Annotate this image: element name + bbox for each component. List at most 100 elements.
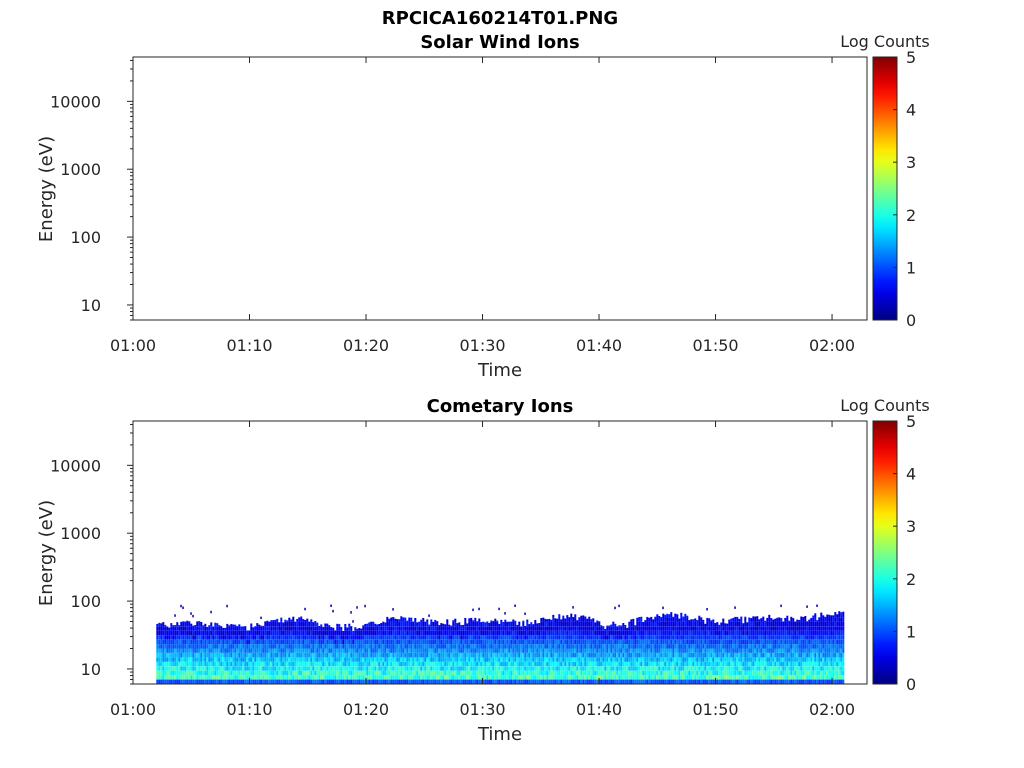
spectrogram-cell [198, 621, 201, 622]
spectrogram-cell [730, 621, 733, 627]
spectrogram-cell [794, 621, 797, 627]
spectrogram-cell [676, 614, 679, 618]
spectrogram-cell [686, 617, 689, 622]
spectrogram-cell [298, 630, 301, 636]
spectrogram-cell [190, 670, 193, 676]
spectrogram-cell [688, 661, 691, 667]
spectrogram-cell [540, 675, 543, 680]
spectrogram-cell [272, 666, 275, 671]
spectrogram-cell [412, 657, 415, 662]
spectrogram-cell [460, 625, 463, 627]
spectrogram-cell [300, 617, 303, 622]
spectrogram-cell [762, 679, 765, 684]
spectrogram-cell [704, 644, 707, 649]
spectrogram-cell [496, 630, 499, 636]
spectrogram-cell [582, 639, 585, 645]
spectrogram-cell [684, 679, 687, 684]
spectrogram-cell [790, 661, 793, 667]
spectrogram-cell [620, 630, 623, 636]
spectrogram-cell [286, 661, 289, 667]
spectrogram-cell [378, 644, 381, 649]
spectrogram-cell [646, 630, 649, 636]
spectrogram-cell [208, 653, 211, 658]
spectrogram-cell [750, 648, 753, 653]
spectrogram-cell [776, 644, 779, 649]
spectrogram-cell [586, 621, 589, 627]
spectrogram-cell [350, 630, 353, 636]
spectrogram-speck [504, 612, 506, 615]
spectrogram-cell [350, 626, 353, 631]
spectrogram-cell [570, 617, 573, 622]
spectrogram-cell [446, 630, 449, 636]
spectrogram-cell [488, 670, 491, 676]
spectrogram-cell [244, 639, 247, 645]
spectrogram-cell [726, 670, 729, 676]
spectrogram-cell [298, 648, 301, 653]
spectrogram-cell [444, 661, 447, 667]
spectrogram-cell [570, 679, 573, 684]
spectrogram-cell [714, 639, 717, 645]
spectrogram-cell [674, 621, 677, 627]
spectrogram-cell [666, 666, 669, 671]
spectrogram-cell [280, 657, 283, 662]
spectrogram-cell [574, 657, 577, 662]
spectrogram-cell [806, 621, 809, 627]
spectrogram-cell [718, 630, 721, 636]
spectrogram-cell [772, 630, 775, 636]
spectrogram-cell [246, 675, 249, 680]
spectrogram-cell [796, 626, 799, 631]
spectrogram-cell [774, 670, 777, 676]
spectrogram-cell [668, 626, 671, 631]
spectrogram-cell [776, 679, 779, 684]
spectrogram-cell [592, 657, 595, 662]
spectrogram-cell [696, 675, 699, 680]
spectrogram-cell [228, 626, 231, 631]
spectrogram-cell [788, 630, 791, 636]
spectrogram-cell [508, 635, 511, 640]
spectrogram-cell [438, 648, 441, 653]
spectrogram-speck [190, 612, 192, 615]
spectrogram-cell [660, 675, 663, 680]
spectrogram-cell [324, 653, 327, 658]
spectrogram-cell [514, 653, 517, 658]
spectrogram-cell [630, 621, 633, 627]
spectrogram-cell [186, 653, 189, 658]
spectrogram-cell [658, 639, 661, 645]
spectrogram-cell [762, 657, 765, 662]
spectrogram-cell [402, 635, 405, 640]
spectrogram-cell [686, 635, 689, 640]
spectrogram-cell [738, 626, 741, 631]
spectrogram-cell [370, 648, 373, 653]
spectrogram-cell [630, 670, 633, 676]
spectrogram-cell [412, 666, 415, 671]
spectrogram-cell [586, 653, 589, 658]
spectrogram-cell [254, 679, 257, 684]
spectrogram-cell [402, 679, 405, 684]
spectrogram-cell [650, 661, 653, 667]
spectrogram-cell [624, 648, 627, 653]
spectrogram-cell [336, 626, 339, 631]
spectrogram-cell [714, 657, 717, 662]
spectrogram-cell [364, 626, 367, 631]
spectrogram-cell [250, 639, 253, 645]
spectrogram-cell [608, 657, 611, 662]
spectrogram-cell [710, 666, 713, 671]
spectrogram-cell [776, 626, 779, 631]
spectrogram-cell [584, 657, 587, 662]
spectrogram-cell [764, 635, 767, 640]
spectrogram-cell [284, 644, 287, 649]
spectrogram-cell [258, 624, 261, 627]
spectrogram-cell [476, 661, 479, 667]
spectrogram-cell [592, 661, 595, 667]
spectrogram-cell [278, 679, 281, 684]
spectrogram-cell [640, 653, 643, 658]
spectrogram-cell [444, 639, 447, 645]
spectrogram-cell [546, 675, 549, 680]
spectrogram-cell [408, 635, 411, 640]
spectrogram-cell [654, 666, 657, 671]
spectrogram-cell [166, 639, 169, 645]
spectrogram-cell [628, 626, 631, 631]
spectrogram-cell [532, 639, 535, 645]
spectrogram-cell [228, 639, 231, 645]
spectrogram-cell [462, 626, 465, 631]
